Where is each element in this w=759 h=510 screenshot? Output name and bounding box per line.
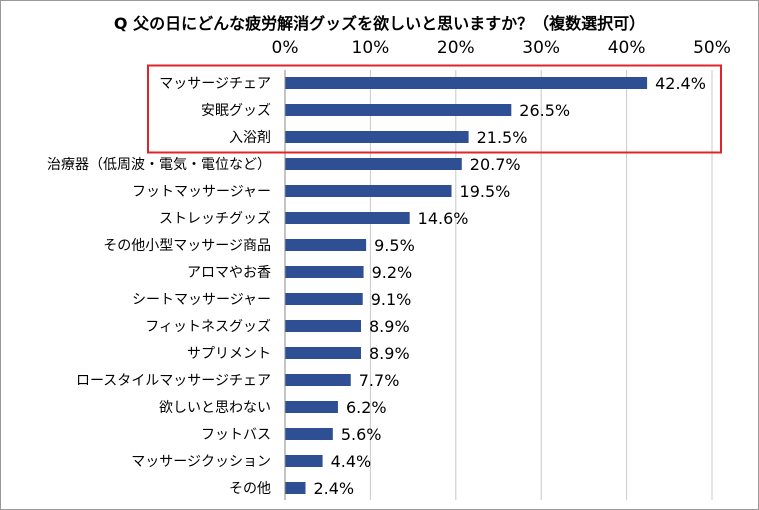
value-label: 4.4%: [331, 452, 372, 471]
value-label: 8.9%: [369, 344, 410, 363]
category-label: 治療器（低周波・電気・電位など）: [47, 156, 271, 173]
value-label: 9.1%: [371, 290, 412, 309]
value-label: 20.7%: [470, 155, 521, 174]
value-label: 7.7%: [359, 371, 400, 390]
value-label: 14.6%: [418, 209, 469, 228]
value-label: 19.5%: [460, 182, 511, 201]
category-label: ロースタイルマッサージチェア: [76, 373, 271, 389]
category-label: ストレッチグッズ: [159, 211, 271, 227]
category-label: シートマッサージャー: [132, 292, 271, 308]
x-tick-label: 10%: [352, 38, 390, 58]
category-label: フットマッサージャー: [132, 184, 271, 200]
category-label: マッサージチェア: [159, 76, 271, 92]
x-tick-label: 20%: [437, 38, 475, 58]
bar: [285, 158, 462, 170]
category-label: マッサージクッション: [131, 454, 271, 470]
value-label: 42.4%: [655, 74, 706, 93]
value-label: 9.5%: [374, 236, 415, 255]
x-tick-label: 40%: [608, 38, 646, 58]
bar: [285, 482, 306, 494]
category-label: 入浴剤: [229, 130, 271, 146]
value-label: 2.4%: [313, 479, 354, 498]
x-tick-label: 30%: [522, 38, 560, 58]
category-label: その他小型マッサージ商品: [103, 238, 271, 254]
bar: [285, 347, 362, 359]
x-tick-label: 0%: [272, 38, 299, 58]
bar: [285, 374, 351, 386]
value-label: 9.2%: [372, 263, 413, 282]
category-label: フィットネスグッズ: [145, 319, 271, 335]
bar: [285, 185, 452, 197]
bar: [285, 104, 512, 116]
value-label: 5.6%: [341, 425, 382, 444]
category-label: その他: [229, 481, 271, 497]
x-tick-label: 50%: [693, 38, 731, 58]
bar: [285, 266, 364, 278]
bar: [285, 212, 410, 224]
bar: [285, 293, 363, 305]
bar: [285, 320, 362, 332]
value-label: 8.9%: [369, 317, 410, 336]
bar: [285, 131, 469, 143]
value-label: 26.5%: [519, 101, 570, 120]
bar: [285, 455, 323, 467]
category-label: 欲しいと思わない: [159, 400, 271, 416]
chart-title: Q 父の日にどんな疲労解消グッズを欲しいと思いますか？（複数選択可）: [113, 14, 646, 33]
category-label: サプリメント: [187, 346, 271, 362]
bar: [285, 239, 367, 251]
value-label: 6.2%: [346, 398, 387, 417]
category-label: フットバス: [201, 427, 271, 443]
bar: [285, 428, 333, 440]
bar: [285, 401, 338, 413]
bar: [285, 77, 648, 89]
category-label: アロマやお香: [187, 265, 271, 281]
category-label: 安眠グッズ: [201, 103, 271, 119]
highlight-box: [147, 64, 722, 154]
value-label: 21.5%: [477, 128, 528, 147]
